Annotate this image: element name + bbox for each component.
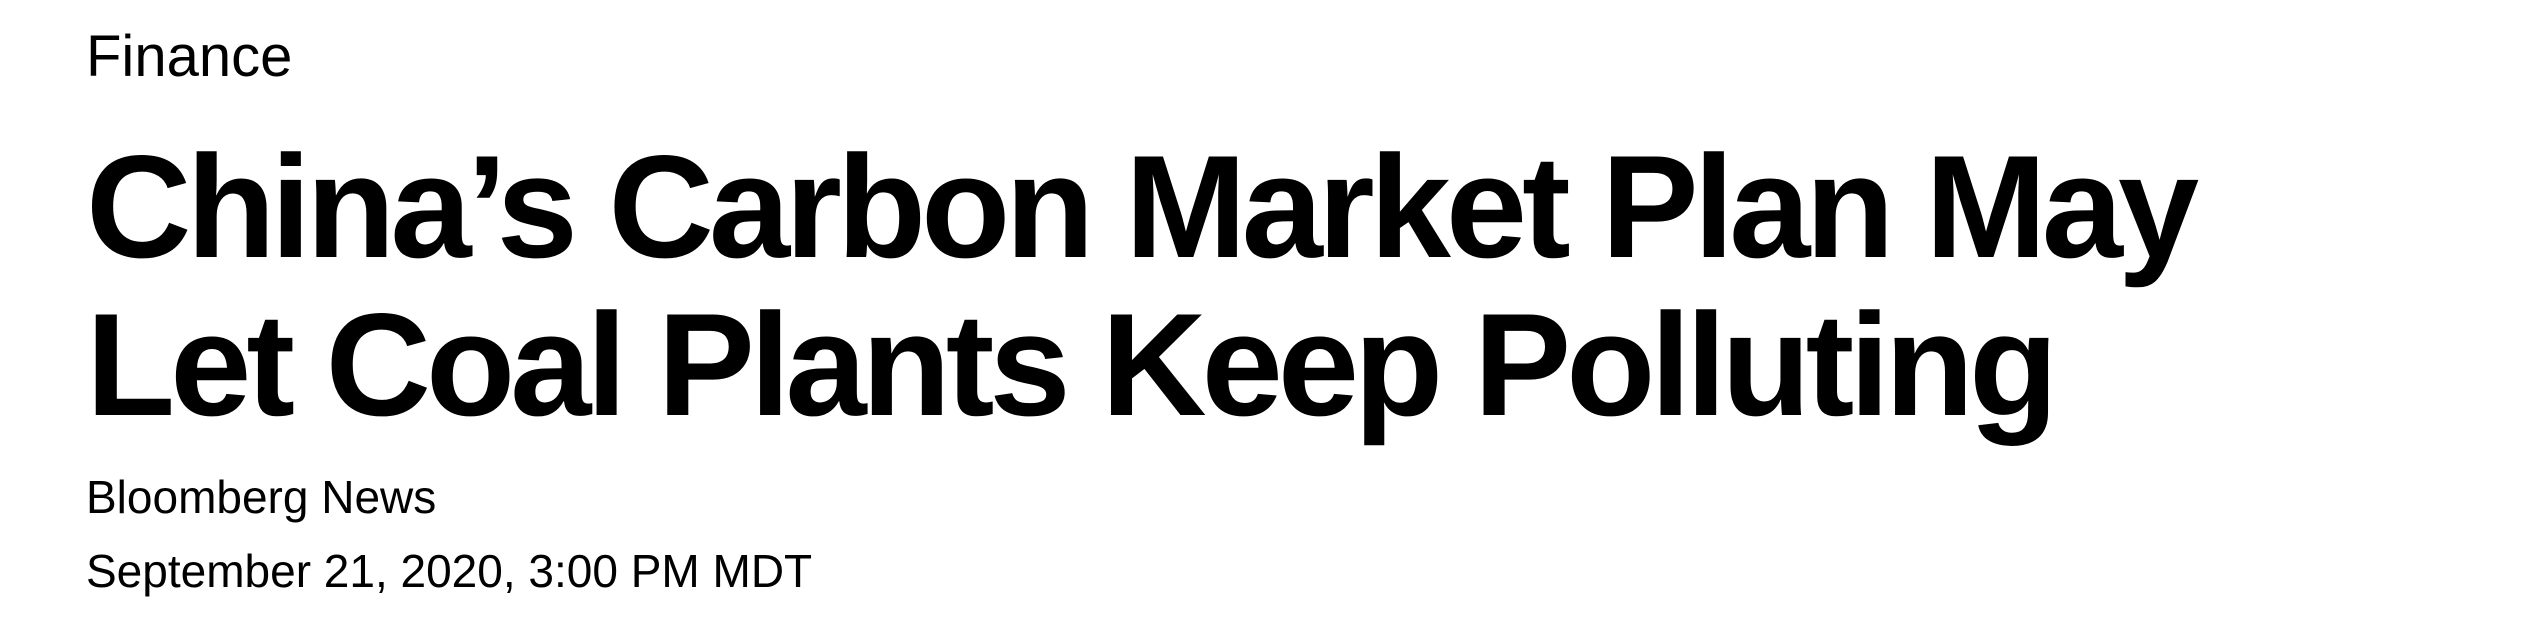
- headline-line-1: China’s Carbon Market Plan May: [86, 125, 2199, 288]
- article-headline: China’s Carbon Market Plan May Let Coal …: [86, 128, 2506, 444]
- byline: Bloomberg News: [86, 471, 437, 523]
- publish-timestamp: September 21, 2020, 3:00 PM MDT: [86, 545, 813, 597]
- headline-line-2: Let Coal Plants Keep Polluting: [86, 283, 2058, 446]
- section-label[interactable]: Finance: [86, 24, 293, 89]
